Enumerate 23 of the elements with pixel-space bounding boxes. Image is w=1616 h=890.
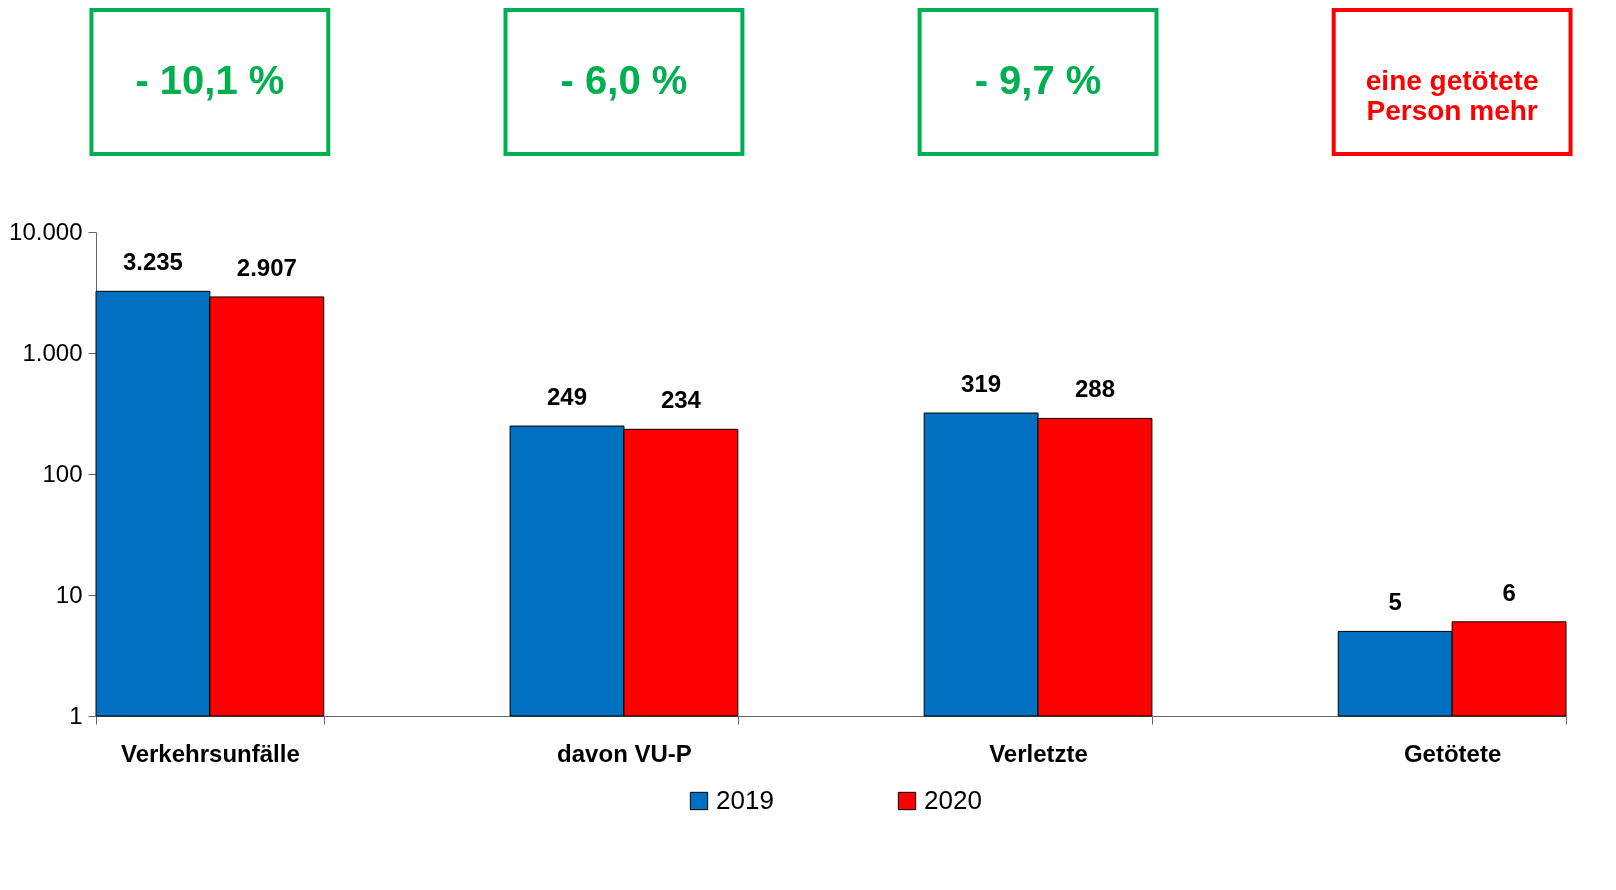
data-label: 234 xyxy=(660,386,702,414)
legend-label: 2019 xyxy=(716,785,774,815)
data-label: 5 xyxy=(1388,588,1402,616)
data-label: 6 xyxy=(1502,578,1516,606)
y-tick-label: 10 xyxy=(55,580,83,608)
data-label: 249 xyxy=(547,383,588,411)
y-tick-label: 100 xyxy=(42,459,83,487)
x-tick-label: Verletzte xyxy=(989,739,1088,767)
legend-label: 2020 xyxy=(924,785,982,815)
y-tick-label: 1 xyxy=(69,701,83,729)
data-label: 3.235 xyxy=(122,248,183,276)
text: eine getötete Person mehr xyxy=(1365,65,1539,126)
data-label: 288 xyxy=(1074,375,1115,403)
x-tick-label: Getötete xyxy=(1403,739,1502,767)
x-tick-label: Verkehrsunfälle xyxy=(120,739,300,767)
y-tick-label: 1.000 xyxy=(22,338,83,366)
data-label: 319 xyxy=(961,370,1002,398)
text: - 10,1 % xyxy=(135,58,285,102)
text: - 6,0 % xyxy=(560,58,688,102)
y-tick-label: 10.000 xyxy=(9,217,83,245)
text: - 9,7 % xyxy=(974,58,1102,102)
data-label: 2.907 xyxy=(236,253,297,281)
x-tick-label: davon VU-P xyxy=(557,739,692,767)
